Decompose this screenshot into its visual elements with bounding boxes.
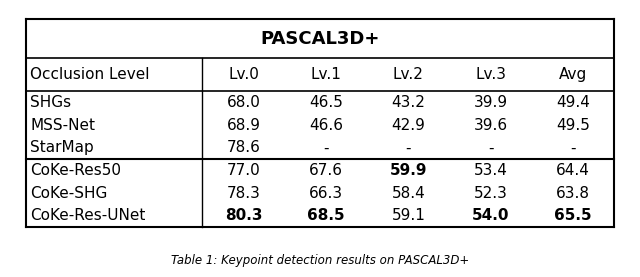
Text: 68.9: 68.9 xyxy=(227,118,260,133)
Text: 65.5: 65.5 xyxy=(554,208,592,223)
Text: Lv.2: Lv.2 xyxy=(393,67,424,82)
Text: 67.6: 67.6 xyxy=(309,163,343,178)
Text: 46.6: 46.6 xyxy=(309,118,343,133)
Text: CoKe-SHG: CoKe-SHG xyxy=(30,186,108,201)
Text: 59.9: 59.9 xyxy=(390,163,427,178)
Text: Lv.1: Lv.1 xyxy=(310,67,341,82)
Text: CoKe-Res-UNet: CoKe-Res-UNet xyxy=(30,208,146,223)
Text: Table 1: Keypoint detection results on PASCAL3D+: Table 1: Keypoint detection results on P… xyxy=(171,254,469,267)
Text: -: - xyxy=(488,140,493,155)
Text: -: - xyxy=(406,140,411,155)
Text: 58.4: 58.4 xyxy=(392,186,425,201)
Text: 39.6: 39.6 xyxy=(474,118,508,133)
Text: Lv.0: Lv.0 xyxy=(228,67,259,82)
Text: PASCAL3D+: PASCAL3D+ xyxy=(260,30,380,48)
Text: -: - xyxy=(323,140,328,155)
Text: 63.8: 63.8 xyxy=(556,186,590,201)
Text: 49.5: 49.5 xyxy=(556,118,590,133)
Text: 59.1: 59.1 xyxy=(392,208,425,223)
Text: 39.9: 39.9 xyxy=(474,95,508,110)
Text: 78.3: 78.3 xyxy=(227,186,260,201)
Text: Occlusion Level: Occlusion Level xyxy=(30,67,150,82)
Text: 66.3: 66.3 xyxy=(309,186,343,201)
Text: 78.6: 78.6 xyxy=(227,140,260,155)
Text: MSS-Net: MSS-Net xyxy=(30,118,95,133)
Text: 42.9: 42.9 xyxy=(392,118,425,133)
Text: 52.3: 52.3 xyxy=(474,186,508,201)
Text: StarMap: StarMap xyxy=(30,140,94,155)
Text: -: - xyxy=(570,140,576,155)
Text: 49.4: 49.4 xyxy=(556,95,590,110)
Text: 77.0: 77.0 xyxy=(227,163,260,178)
Text: CoKe-Res50: CoKe-Res50 xyxy=(30,163,122,178)
Text: 46.5: 46.5 xyxy=(309,95,343,110)
Text: 43.2: 43.2 xyxy=(392,95,425,110)
Text: 68.5: 68.5 xyxy=(307,208,345,223)
Text: 54.0: 54.0 xyxy=(472,208,509,223)
Text: 68.0: 68.0 xyxy=(227,95,260,110)
Text: Avg: Avg xyxy=(559,67,588,82)
Text: 64.4: 64.4 xyxy=(556,163,590,178)
Text: Lv.3: Lv.3 xyxy=(476,67,506,82)
Text: 80.3: 80.3 xyxy=(225,208,262,223)
Text: 53.4: 53.4 xyxy=(474,163,508,178)
Text: SHGs: SHGs xyxy=(30,95,72,110)
